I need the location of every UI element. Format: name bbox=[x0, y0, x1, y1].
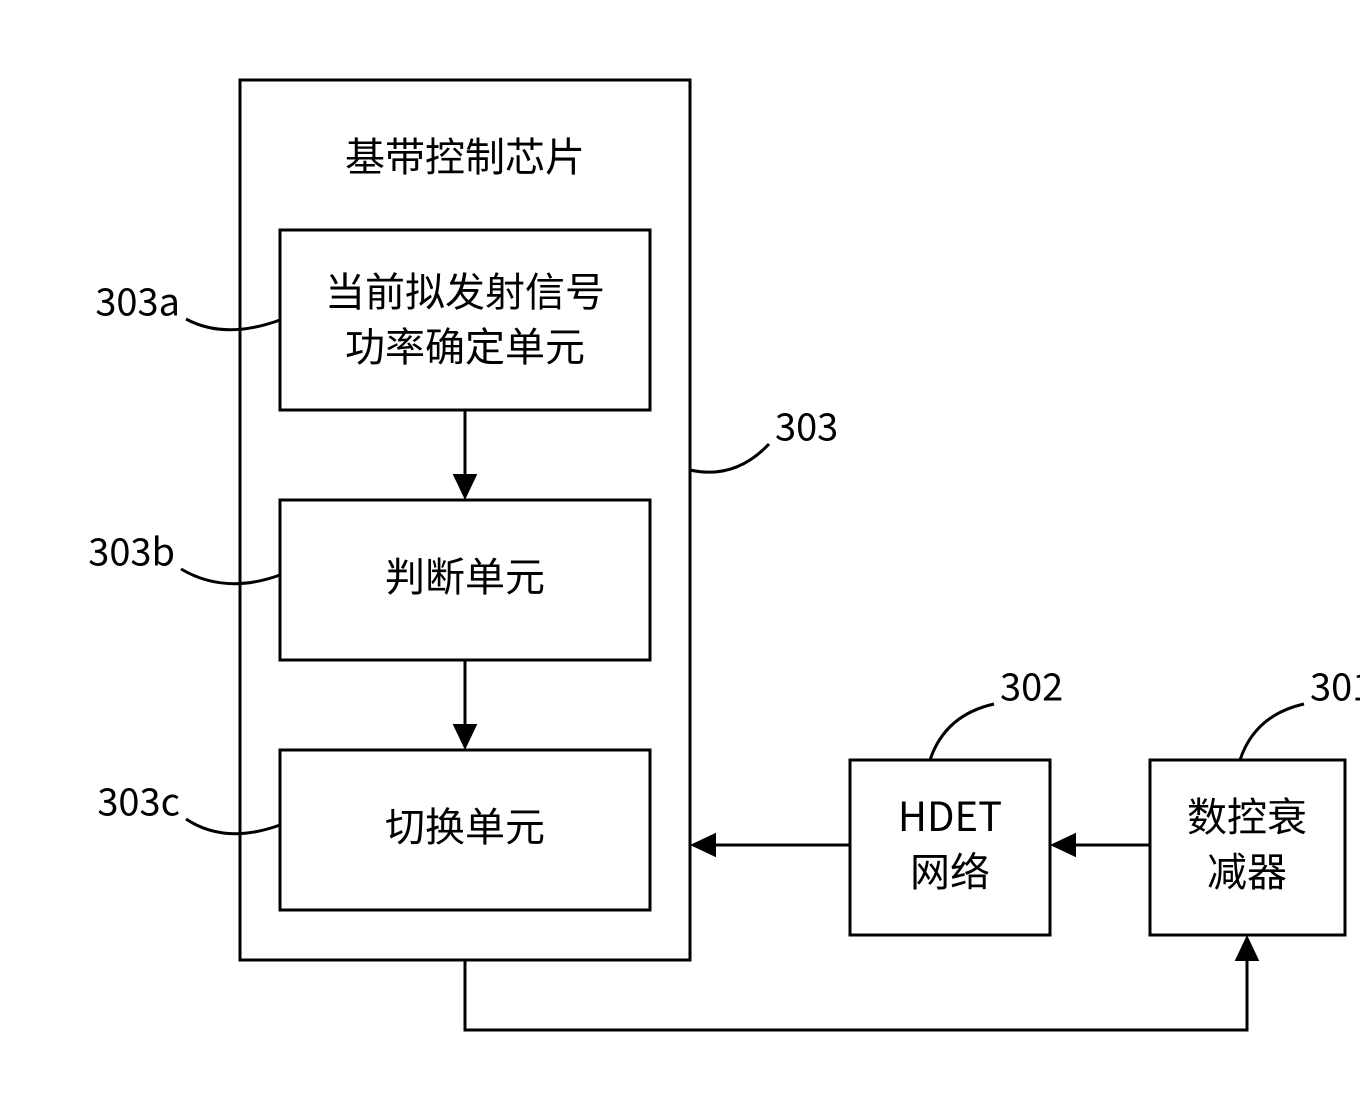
ref-303a: 303a bbox=[95, 271, 180, 326]
unit-c-label: 切换单元 bbox=[385, 795, 545, 853]
ref-302: 302 bbox=[1000, 656, 1063, 711]
leader-302 bbox=[930, 704, 994, 760]
attenuator-label-0: 数控衰 bbox=[1187, 785, 1307, 843]
edge-feedback bbox=[465, 956, 1247, 1030]
unit-a-label-1: 功率确定单元 bbox=[345, 315, 585, 373]
baseband-chip-title: 基带控制芯片 bbox=[345, 125, 585, 183]
unit-b-label: 判断单元 bbox=[385, 545, 545, 603]
hdet-label-0: HDET bbox=[898, 785, 1002, 843]
leader-303 bbox=[690, 444, 769, 472]
arrowhead bbox=[690, 833, 716, 858]
arrowhead bbox=[1235, 935, 1260, 961]
ref-301: 301 bbox=[1310, 656, 1360, 711]
ref-303: 303 bbox=[775, 396, 838, 451]
leader-301 bbox=[1240, 704, 1304, 760]
ref-303c: 303c bbox=[97, 771, 180, 826]
ref-303b: 303b bbox=[88, 521, 175, 576]
attenuator-label-1: 减器 bbox=[1207, 840, 1287, 898]
block-diagram: 基带控制芯片当前拟发射信号功率确定单元判断单元切换单元 HDET网络 数控衰减器 30… bbox=[0, 0, 1360, 1097]
unit-a-label-0: 当前拟发射信号 bbox=[325, 260, 605, 318]
hdet-label-1: 网络 bbox=[910, 840, 990, 898]
arrowhead bbox=[1050, 833, 1076, 858]
